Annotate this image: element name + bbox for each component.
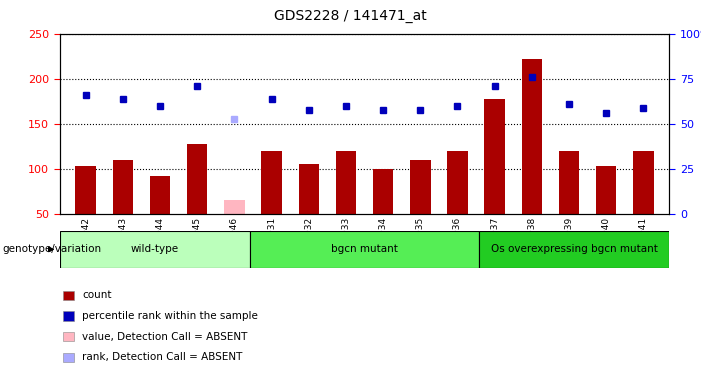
Bar [484, 99, 505, 214]
Bar [261, 151, 282, 214]
Bar [250, 231, 479, 268]
Text: GDS2228 / 141471_at: GDS2228 / 141471_at [274, 9, 427, 23]
Bar [63, 352, 74, 362]
Bar [373, 169, 393, 214]
Bar [63, 311, 74, 321]
Text: value, Detection Call = ABSENT: value, Detection Call = ABSENT [82, 332, 247, 342]
Bar [63, 332, 74, 341]
Bar [60, 231, 250, 268]
Bar [113, 160, 133, 214]
Bar [633, 151, 653, 214]
Text: percentile rank within the sample: percentile rank within the sample [82, 311, 258, 321]
Text: bgcn mutant: bgcn mutant [331, 244, 398, 254]
Bar [224, 200, 245, 214]
Text: Os overexpressing bgcn mutant: Os overexpressing bgcn mutant [491, 244, 658, 254]
Bar [522, 59, 542, 214]
Bar [187, 144, 207, 214]
Bar [150, 176, 170, 214]
Bar [447, 151, 468, 214]
Bar [559, 151, 579, 214]
Text: rank, Detection Call = ABSENT: rank, Detection Call = ABSENT [82, 352, 243, 362]
Text: wild-type: wild-type [131, 244, 179, 254]
Bar [76, 166, 96, 214]
Text: count: count [82, 290, 111, 300]
Bar [479, 231, 669, 268]
Bar [299, 164, 319, 214]
Bar [596, 166, 616, 214]
Text: genotype/variation: genotype/variation [2, 244, 101, 254]
Bar [336, 151, 356, 214]
Bar [410, 160, 430, 214]
Bar [63, 291, 74, 300]
